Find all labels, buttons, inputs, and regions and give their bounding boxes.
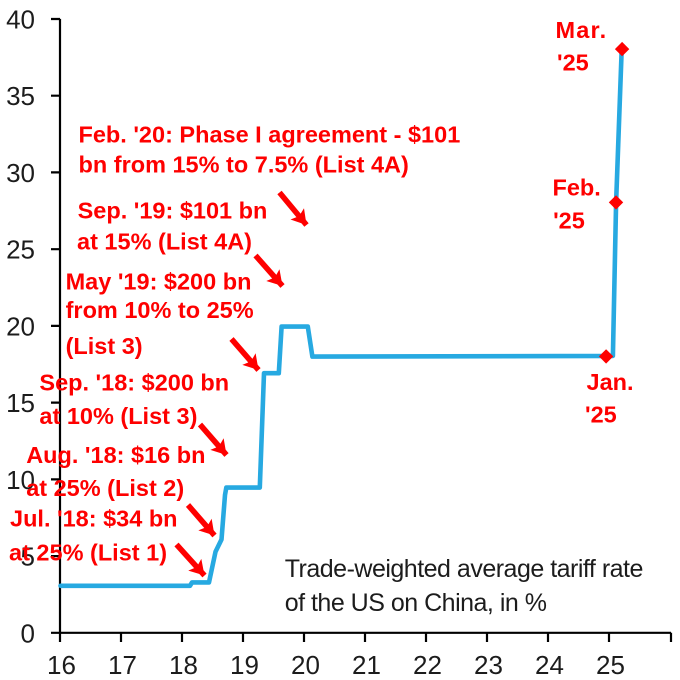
svg-text:20: 20 xyxy=(6,311,35,341)
svg-text:Sep. '18: $200 bn: Sep. '18: $200 bn xyxy=(39,370,229,396)
svg-text:May '19: $200 bn: May '19: $200 bn xyxy=(66,269,252,295)
svg-text:25: 25 xyxy=(6,235,35,265)
svg-text:25: 25 xyxy=(596,650,625,680)
svg-text:17: 17 xyxy=(108,650,137,680)
svg-text:24: 24 xyxy=(535,650,564,680)
svg-text:Trade-weighted average tariff: Trade-weighted average tariff rate xyxy=(285,555,643,583)
svg-text:(List 3): (List 3) xyxy=(66,333,143,359)
svg-text:at 10% (List 3): at 10% (List 3) xyxy=(39,403,197,429)
svg-text:Jan.: Jan. xyxy=(587,369,634,395)
svg-text:15: 15 xyxy=(6,388,35,418)
svg-text:Feb. '20: Phase I agreement -: Feb. '20: Phase I agreement - $101 xyxy=(79,122,461,148)
svg-text:Aug. '18: $16 bn: Aug. '18: $16 bn xyxy=(26,442,205,468)
svg-text:at 25% (List 1): at 25% (List 1) xyxy=(9,540,167,566)
svg-text:'25: '25 xyxy=(553,207,585,233)
svg-text:18: 18 xyxy=(169,650,198,680)
svg-text:22: 22 xyxy=(413,650,442,680)
svg-text:Mar.: Mar. xyxy=(556,17,608,43)
svg-text:Jul. '18: $34 bn: Jul. '18: $34 bn xyxy=(10,505,178,531)
svg-text:30: 30 xyxy=(6,158,35,188)
svg-text:'25: '25 xyxy=(585,401,617,427)
svg-text:'25: '25 xyxy=(557,50,589,76)
svg-text:20: 20 xyxy=(291,650,320,680)
svg-text:bn from 15% to 7.5% (List 4A): bn from 15% to 7.5% (List 4A) xyxy=(79,152,409,178)
svg-text:of the US on China, in %: of the US on China, in % xyxy=(285,589,547,617)
svg-text:from 10% to 25%: from 10% to 25% xyxy=(66,297,254,323)
svg-text:at 25% (List 2): at 25% (List 2) xyxy=(26,475,184,501)
svg-text:Sep. '19: $101 bn: Sep. '19: $101 bn xyxy=(78,198,268,224)
svg-text:16: 16 xyxy=(47,650,76,680)
svg-text:23: 23 xyxy=(474,650,503,680)
svg-text:Feb.: Feb. xyxy=(553,175,601,201)
svg-text:35: 35 xyxy=(6,81,35,111)
svg-text:40: 40 xyxy=(6,5,35,35)
svg-text:5: 5 xyxy=(21,542,35,572)
svg-text:10: 10 xyxy=(6,465,35,495)
svg-text:0: 0 xyxy=(21,618,35,648)
svg-text:19: 19 xyxy=(230,650,259,680)
svg-text:at 15% (List 4A): at 15% (List 4A) xyxy=(77,229,252,255)
svg-text:21: 21 xyxy=(352,650,381,680)
